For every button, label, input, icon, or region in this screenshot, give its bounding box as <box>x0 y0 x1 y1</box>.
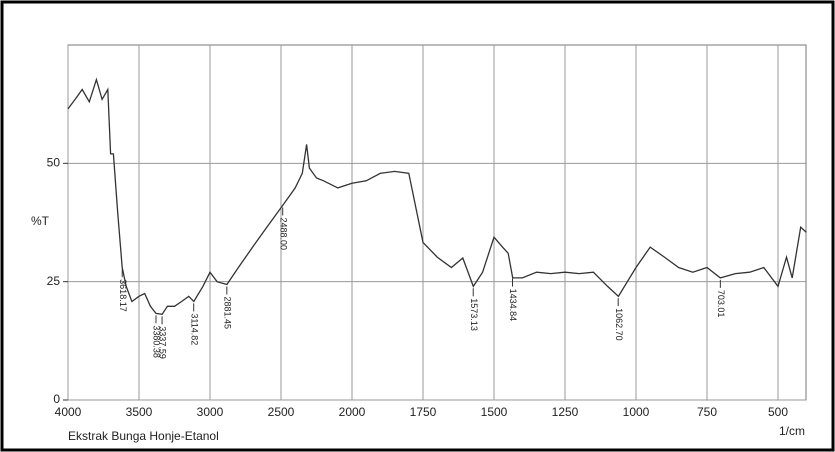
caption: Ekstrak Bunga Honje-Etanol <box>68 429 219 443</box>
peak-label: 3337.59 <box>158 326 168 359</box>
x-tick-label: 1500 <box>481 405 508 419</box>
x-tick-label: 1000 <box>623 405 650 419</box>
x-tick-label: 2500 <box>268 405 295 419</box>
x-axis-label: 1/cm <box>779 424 805 438</box>
x-tick-label: 1750 <box>410 405 437 419</box>
x-tick-label: 1250 <box>552 405 579 419</box>
x-tick-label: 2000 <box>339 405 366 419</box>
x-tick-label: 3000 <box>197 405 224 419</box>
x-tick-label: 4000 <box>55 405 82 419</box>
y-tick-label: 25 <box>47 274 61 288</box>
x-tick-label: 750 <box>697 405 717 419</box>
peak-label: 3618.17 <box>118 279 128 312</box>
peak-label: 1062.70 <box>614 308 624 341</box>
y-tick-label: 50 <box>47 156 61 170</box>
peak-label: 2881.45 <box>222 296 232 329</box>
x-tick-label: 3500 <box>126 405 153 419</box>
peak-label: 3380.38 <box>152 325 162 358</box>
peak-label: 1573.13 <box>469 298 479 331</box>
peak-label: 1434.84 <box>508 289 518 322</box>
y-tick-label: 0 <box>53 392 60 406</box>
peak-label: 2488.00 <box>278 217 288 250</box>
x-tick-label: 500 <box>768 405 788 419</box>
spectrum-line <box>67 77 807 316</box>
peak-label: 703.01 <box>716 290 726 318</box>
y-axis-label: %T <box>31 214 50 228</box>
peak-label: 3114.82 <box>189 313 199 345</box>
